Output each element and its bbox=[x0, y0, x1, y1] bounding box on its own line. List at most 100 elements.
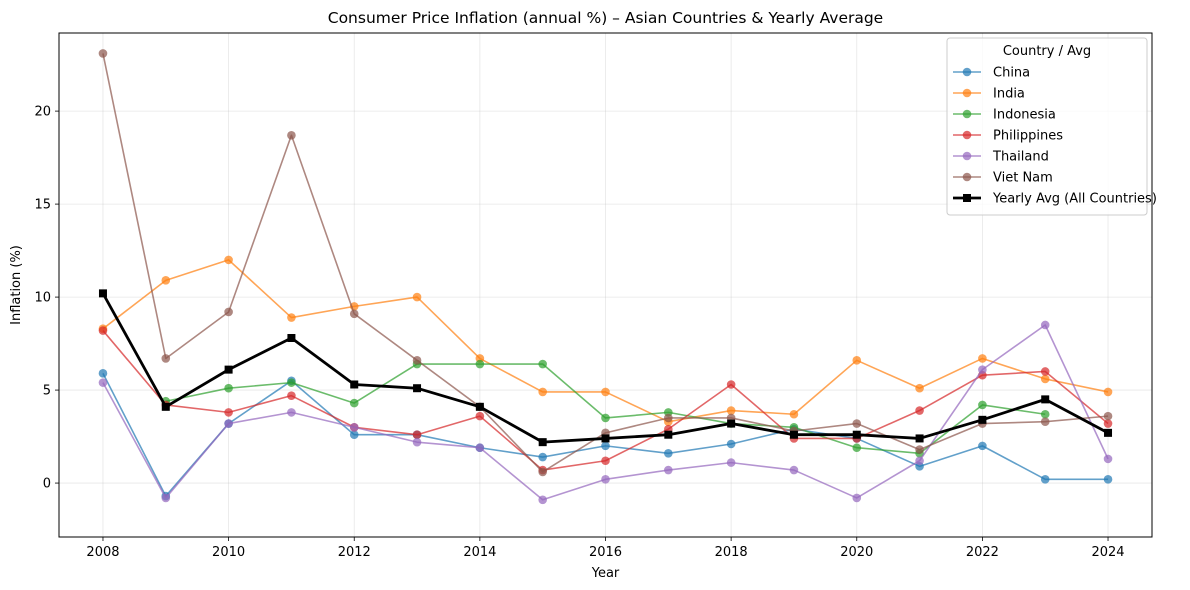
data-point bbox=[538, 467, 547, 477]
axis-ticks: 2008 2010 2012 2014 2016 2018 2020 2022 2024 0 5 10… bbox=[34, 105, 1124, 560]
data-point bbox=[475, 359, 485, 369]
data-point bbox=[98, 289, 107, 298]
data-point bbox=[1040, 320, 1050, 330]
data-point bbox=[1103, 411, 1113, 421]
data-point bbox=[413, 384, 422, 393]
data-point bbox=[664, 449, 673, 458]
data-point bbox=[601, 456, 610, 466]
data-point bbox=[915, 383, 924, 393]
legend-title: Country / Avg bbox=[1003, 44, 1091, 59]
legend-swatch-marker bbox=[962, 130, 972, 140]
data-point bbox=[224, 307, 233, 317]
data-point bbox=[1040, 374, 1050, 384]
data-point bbox=[350, 380, 359, 389]
data-point bbox=[1040, 417, 1050, 426]
data-point bbox=[161, 493, 171, 503]
data-point bbox=[852, 430, 861, 439]
x-tick-label: 2016 bbox=[589, 545, 622, 560]
legend-swatch-marker bbox=[963, 194, 971, 202]
legend-box bbox=[946, 37, 1148, 216]
data-point bbox=[538, 359, 547, 369]
legend-label: Viet Nam bbox=[993, 171, 1053, 186]
data-point bbox=[161, 354, 171, 363]
x-tick-label: 2020 bbox=[840, 545, 873, 560]
series-yearly-avg-all-countries bbox=[98, 289, 1113, 447]
data-point bbox=[664, 413, 673, 423]
data-point bbox=[915, 434, 924, 443]
legend-label: Yearly Avg (All Countries) bbox=[992, 192, 1157, 207]
data-point bbox=[601, 387, 610, 397]
data-point bbox=[287, 391, 296, 400]
x-tick-label: 2014 bbox=[463, 545, 496, 560]
data-point bbox=[915, 456, 924, 466]
data-point bbox=[224, 419, 233, 428]
data-point bbox=[601, 434, 610, 443]
x-tick-label: 2010 bbox=[212, 545, 245, 560]
series-thailand bbox=[98, 320, 1113, 505]
legend-swatch-marker bbox=[962, 172, 972, 182]
data-point bbox=[224, 255, 233, 265]
data-point bbox=[664, 430, 673, 439]
data-point bbox=[538, 452, 547, 462]
data-point bbox=[538, 387, 547, 397]
data-point bbox=[161, 402, 170, 411]
data-point bbox=[978, 400, 987, 410]
data-point bbox=[601, 441, 610, 451]
legend-label: Thailand bbox=[992, 150, 1049, 165]
data-point bbox=[1103, 454, 1113, 464]
data-point bbox=[98, 369, 108, 378]
legend-item: Yearly Avg (All Countries) bbox=[953, 192, 1157, 207]
x-axis-label: Year bbox=[591, 566, 620, 581]
data-point bbox=[664, 465, 673, 475]
series-india bbox=[98, 255, 1113, 426]
x-tick-label: 2024 bbox=[1091, 545, 1124, 560]
data-point bbox=[287, 378, 296, 387]
data-point bbox=[412, 292, 422, 302]
data-point bbox=[287, 408, 296, 417]
data-point bbox=[726, 380, 736, 389]
data-point bbox=[1040, 475, 1050, 484]
y-tick-label: 5 bbox=[43, 384, 51, 399]
y-tick-label: 15 bbox=[34, 198, 51, 213]
data-point bbox=[349, 398, 359, 408]
data-point bbox=[978, 365, 987, 374]
legend-swatch-marker bbox=[962, 151, 972, 161]
data-point bbox=[727, 419, 736, 428]
data-point bbox=[224, 365, 233, 374]
y-tick-label: 10 bbox=[34, 291, 51, 306]
data-point bbox=[224, 408, 233, 417]
data-point bbox=[412, 430, 422, 440]
data-point bbox=[852, 356, 862, 365]
data-point bbox=[852, 493, 862, 503]
x-tick-label: 2018 bbox=[715, 545, 748, 560]
data-point bbox=[1040, 409, 1050, 419]
x-tick-label: 2008 bbox=[86, 545, 119, 560]
data-point bbox=[1104, 428, 1113, 437]
data-point bbox=[726, 439, 736, 449]
data-point bbox=[287, 334, 296, 343]
legend-label: India bbox=[993, 87, 1025, 102]
data-point bbox=[915, 406, 924, 415]
data-point bbox=[98, 378, 108, 387]
x-tick-label: 2022 bbox=[966, 545, 999, 560]
legend-item: India bbox=[953, 87, 1025, 102]
data-point bbox=[475, 402, 484, 411]
data-point bbox=[349, 430, 359, 440]
data-point bbox=[224, 383, 233, 393]
series-viet-nam bbox=[98, 49, 1113, 477]
data-point bbox=[98, 49, 108, 58]
data-point bbox=[475, 411, 485, 421]
data-point bbox=[852, 443, 862, 453]
legend-label: Philippines bbox=[993, 129, 1063, 144]
data-point bbox=[601, 475, 610, 484]
data-point bbox=[726, 458, 736, 467]
y-tick-label: 20 bbox=[34, 105, 51, 120]
data-point bbox=[915, 445, 924, 454]
legend-item: Philippines bbox=[953, 129, 1063, 144]
data-point bbox=[978, 441, 987, 451]
data-point bbox=[349, 422, 359, 432]
data-point bbox=[538, 495, 547, 505]
data-point bbox=[1040, 367, 1050, 376]
legend-swatch-marker bbox=[962, 88, 972, 98]
data-point bbox=[98, 326, 108, 335]
